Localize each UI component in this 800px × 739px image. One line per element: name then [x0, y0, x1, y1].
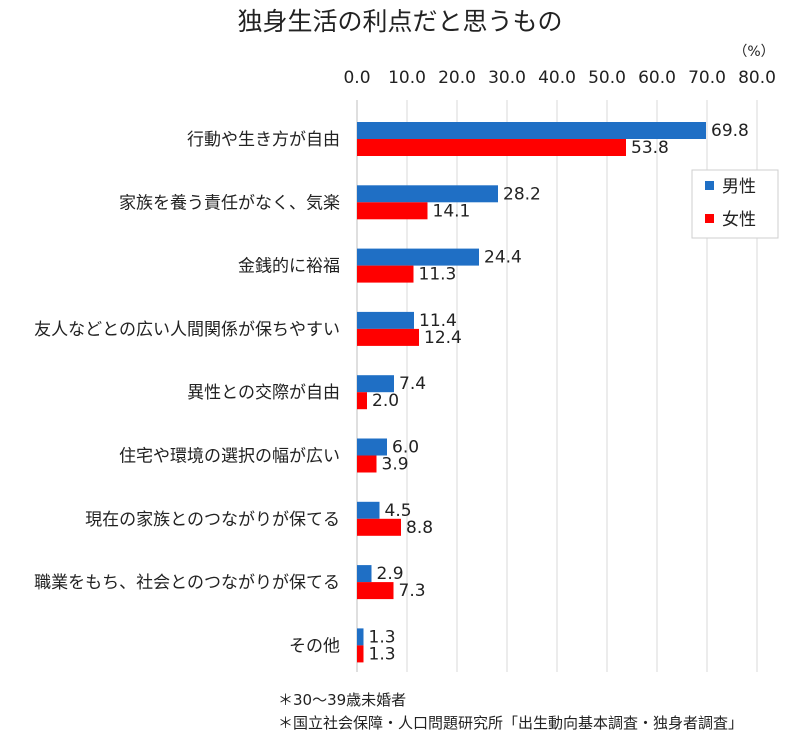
legend: 男性 女性 — [691, 169, 779, 239]
data-label-female: 3.9 — [382, 455, 409, 475]
category-label: 職業をもち、社会とのつながりが保てる — [34, 573, 340, 593]
bar-male — [357, 501, 380, 519]
bar-male — [357, 375, 394, 393]
bar-female — [357, 455, 377, 473]
data-label-female: 12.4 — [424, 328, 462, 348]
legend-swatch-male — [705, 181, 714, 190]
note-respondents: ＊30〜39歳未婚者 — [278, 691, 406, 709]
bar-female — [357, 265, 414, 283]
x-axis-ticks: 0.0 10.0 20.0 30.0 40.0 50.0 60.0 70.0 80.0 — [343, 68, 775, 88]
data-label-male: 1.3 — [369, 627, 396, 647]
bar-male — [357, 248, 479, 266]
bar-female — [357, 139, 626, 156]
legend-label-male: 男性 — [722, 177, 756, 197]
category-label: 友人などとの広い人間関係が保ちやすい — [34, 320, 340, 340]
bar-female — [357, 392, 367, 410]
bar-female — [357, 202, 428, 220]
data-label-female: 7.3 — [399, 581, 426, 601]
data-label-female: 1.3 — [369, 644, 396, 664]
data-label-female: 53.8 — [631, 138, 669, 158]
category-label: 住宅や環境の選択の幅が広い — [119, 447, 340, 467]
data-label-male: 28.2 — [503, 184, 541, 204]
bar-female — [357, 328, 419, 346]
note-source: ＊国立社会保障・人口問題研究所「出生動向基本調査・独身者調査」 — [278, 714, 743, 732]
bar-female — [357, 582, 394, 600]
data-label-male: 4.5 — [385, 501, 412, 521]
data-label-male: 11.4 — [419, 311, 457, 331]
legend-label-female: 女性 — [722, 210, 756, 230]
x-tick-label: 80.0 — [738, 68, 776, 88]
category-label: 金銭的に裕福 — [238, 257, 340, 277]
data-labels: 69.8 28.2 24.4 11.4 7.4 6.0 4.5 2.9 1.3 53.8 14.1 1… — [369, 121, 749, 664]
category-label: 現在の家族とのつながりが保てる — [85, 510, 340, 530]
bar-male — [357, 185, 498, 203]
data-label-male: 24.4 — [484, 248, 522, 268]
x-tick-label: 70.0 — [688, 68, 726, 88]
bar-male — [357, 311, 414, 329]
legend-swatch-female — [705, 214, 714, 223]
data-label-male: 2.9 — [377, 564, 404, 584]
x-tick-label: 10.0 — [388, 68, 426, 88]
bars — [357, 122, 706, 663]
x-tick-label: 30.0 — [488, 68, 526, 88]
data-label-female: 8.8 — [406, 518, 433, 538]
bar-male — [357, 438, 387, 456]
data-label-female: 11.3 — [419, 265, 457, 285]
unit-label: （%） — [733, 44, 774, 60]
bar-male — [357, 565, 372, 583]
bar-male — [357, 628, 364, 646]
category-label: 行動や生き方が自由 — [187, 130, 340, 150]
data-label-male: 6.0 — [392, 438, 419, 458]
category-labels: 行動や生き方が自由家族を養う責任がなく、気楽金銭的に裕福友人などとの広い人間関係… — [34, 130, 340, 656]
x-tick-label: 0.0 — [343, 68, 370, 88]
chart-title: 独身生活の利点だと思うもの — [237, 7, 562, 36]
bar-male — [357, 122, 706, 139]
x-tick-label: 20.0 — [438, 68, 476, 88]
category-label: 異性との交際が自由 — [187, 383, 340, 403]
data-label-female: 14.1 — [433, 201, 471, 221]
bar-female — [357, 518, 401, 536]
x-tick-label: 60.0 — [638, 68, 676, 88]
x-tick-label: 40.0 — [538, 68, 576, 88]
data-label-male: 69.8 — [711, 121, 749, 141]
x-tick-label: 50.0 — [588, 68, 626, 88]
data-label-male: 7.4 — [399, 374, 426, 394]
category-label: その他 — [289, 636, 340, 656]
bar-female — [357, 645, 364, 663]
data-label-female: 2.0 — [372, 391, 399, 411]
category-label: 家族を養う責任がなく、気楽 — [119, 193, 340, 213]
